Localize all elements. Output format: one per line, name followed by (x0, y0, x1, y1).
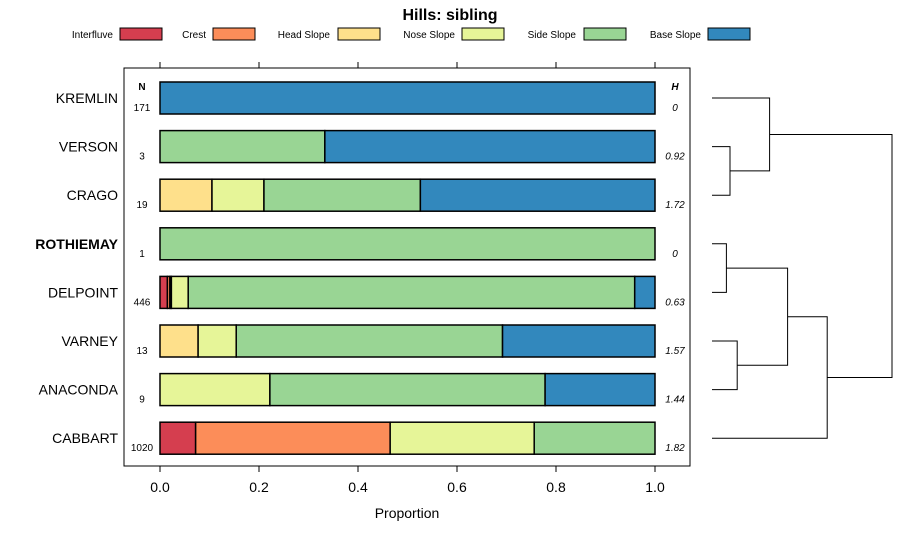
x-tick-label: 0.2 (249, 479, 269, 495)
n-value: 1020 (131, 443, 154, 454)
h-value: 1.72 (665, 200, 685, 211)
x-tick-label: 0.0 (150, 479, 170, 495)
bar-segment (235, 324, 504, 358)
legend-label: Head Slope (278, 30, 331, 41)
plot-frame (123, 67, 691, 467)
category-label: ANACONDA (39, 382, 119, 398)
x-tick-label: 0.6 (447, 479, 467, 495)
bar-segment (159, 421, 197, 455)
x-tick-label: 1.0 (645, 479, 665, 495)
x-axis: 0.0 0.2 0.4 0.6 0.8 1.0 (150, 466, 665, 495)
bars (159, 81, 656, 455)
h-column-header: H (671, 82, 679, 93)
legend-label: Interfluve (72, 30, 114, 41)
dendrogram (712, 97, 893, 439)
bar-segment (269, 372, 546, 407)
h-value: 1.82 (665, 443, 685, 454)
h-value: 0 (672, 249, 678, 260)
category-label: VARNEY (61, 333, 118, 349)
category-label: CRAGO (67, 187, 118, 203)
bar-segment (159, 81, 656, 115)
n-value: 446 (134, 297, 151, 308)
bar-segment (389, 421, 535, 455)
category-label: DELPOINT (48, 284, 118, 300)
bar-segment (159, 178, 213, 212)
category-label: CABBART (52, 430, 118, 446)
n-value: 13 (136, 346, 148, 357)
bar-segment (633, 275, 656, 310)
bar-segment (211, 178, 265, 212)
n-value: 9 (139, 395, 145, 406)
bar-segment (533, 421, 656, 455)
dendrogram-branch (769, 133, 893, 378)
bar-segment (197, 324, 237, 358)
legend-swatch (583, 27, 627, 41)
h-value: 0.63 (665, 297, 685, 308)
n-value: 1 (139, 249, 145, 260)
bar-segment (159, 129, 326, 164)
h-value: 0 (672, 103, 678, 114)
dendrogram-branch (712, 340, 738, 391)
x-tick-label: 0.4 (348, 479, 368, 495)
category-label: VERSON (59, 139, 118, 155)
top-axis-ticks (159, 62, 656, 68)
bar-segment (159, 227, 656, 261)
n-value: 171 (134, 103, 151, 114)
n-column-header: N (138, 82, 145, 93)
x-tick-label: 0.8 (546, 479, 566, 495)
dendrogram-branch (712, 146, 731, 196)
category-labels: KREMLIN VERSON CRAGO ROTHIEMAY DELPOINT VARNE… (35, 90, 118, 446)
n-value: 3 (139, 152, 145, 163)
dendrogram-branch (712, 97, 771, 172)
n-values: 171 3 19 1 446 13 9 1020 (131, 103, 154, 454)
bar-segment (159, 372, 271, 407)
h-value: 0.92 (665, 152, 685, 163)
bar-segment (419, 178, 656, 212)
x-axis-label: Proportion (375, 505, 440, 521)
dendrogram-branch (726, 267, 789, 366)
legend: Interfluve Crest Head Slope Nose Slope Side … (72, 27, 751, 41)
bar-segment (263, 178, 422, 212)
legend-swatch (461, 27, 505, 41)
bar-segment (170, 275, 189, 310)
category-label: KREMLIN (56, 90, 118, 106)
legend-label: Base Slope (650, 30, 702, 41)
category-label: ROTHIEMAY (35, 236, 118, 252)
bar-segment (544, 372, 656, 407)
dendrogram-branch (712, 316, 828, 439)
chart-title: Hills: sibling (402, 7, 497, 24)
legend-swatch (119, 27, 163, 41)
bar-segment (324, 129, 656, 164)
legend-label: Nose Slope (403, 30, 455, 41)
legend-swatch (212, 27, 256, 41)
bar-segment (159, 275, 169, 310)
legend-label: Side Slope (528, 30, 577, 41)
h-value: 1.57 (665, 346, 685, 357)
bar-segment (194, 421, 391, 455)
legend-swatch (337, 27, 381, 41)
h-value: 1.44 (665, 395, 685, 406)
dendrogram-branch (712, 243, 727, 293)
bar-segment (187, 275, 636, 310)
legend-label: Crest (182, 30, 206, 41)
h-values: 0 0.92 1.72 0 0.63 1.57 1.44 1.82 (665, 103, 685, 454)
bar-segment (159, 324, 199, 358)
bar-segment (501, 324, 656, 358)
n-value: 19 (136, 200, 148, 211)
legend-swatch (707, 27, 751, 41)
